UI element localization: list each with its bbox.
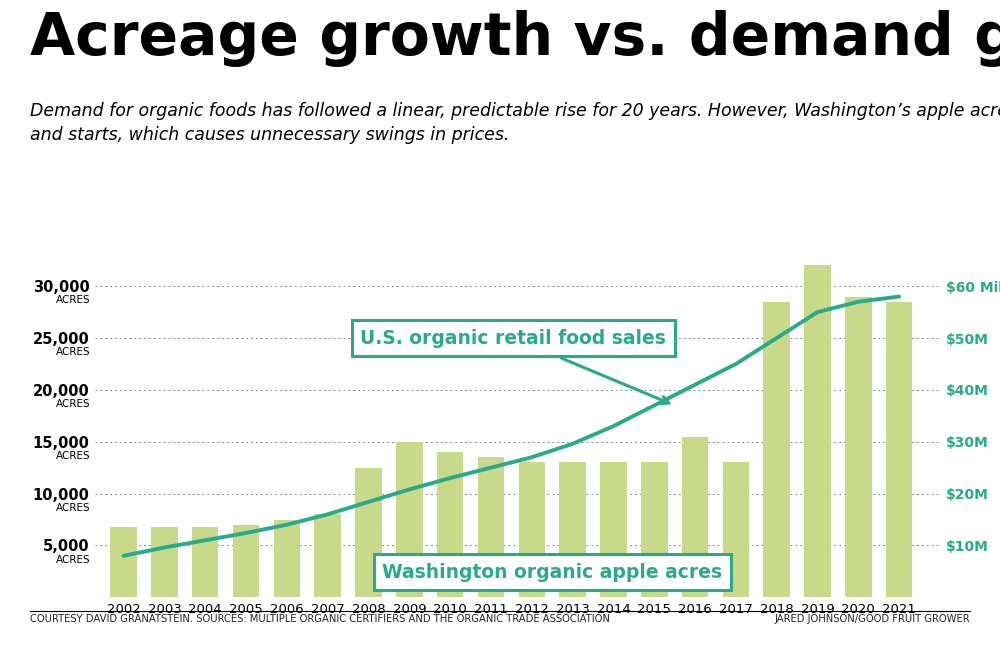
Bar	[886, 302, 912, 597]
Bar	[110, 527, 137, 597]
Text: Acreage growth vs. demand growth: Acreage growth vs. demand growth	[30, 10, 1000, 67]
Text: ACRES: ACRES	[56, 347, 91, 357]
Bar	[600, 463, 627, 597]
Bar	[519, 463, 545, 597]
Text: Demand for organic foods has followed a linear, predictable rise for 20 years. H: Demand for organic foods has followed a …	[30, 102, 1000, 144]
Bar	[723, 463, 749, 597]
Bar	[559, 463, 586, 597]
Text: ACRES: ACRES	[56, 451, 91, 461]
Text: JARED JOHNSON/GOOD FRUIT GROWER: JARED JOHNSON/GOOD FRUIT GROWER	[774, 614, 970, 624]
Bar	[151, 527, 178, 597]
Bar	[437, 452, 463, 597]
Bar	[763, 302, 790, 597]
Bar	[233, 525, 259, 597]
Bar	[845, 296, 872, 597]
Bar	[396, 442, 423, 597]
Text: COURTESY DAVID GRANATSTEIN. SOURCES: MULTIPLE ORGANIC CERTIFIERS AND THE ORGANIC: COURTESY DAVID GRANATSTEIN. SOURCES: MUL…	[30, 614, 610, 624]
Text: ACRES: ACRES	[56, 555, 91, 565]
Bar	[314, 514, 341, 597]
Bar	[355, 468, 382, 597]
Text: ACRES: ACRES	[56, 503, 91, 513]
Bar	[682, 436, 708, 597]
Bar	[641, 463, 668, 597]
Text: ACRES: ACRES	[56, 296, 91, 306]
Bar	[478, 457, 504, 597]
Text: Washington organic apple acres: Washington organic apple acres	[382, 563, 722, 582]
Text: ACRES: ACRES	[56, 399, 91, 409]
Bar	[804, 265, 831, 597]
Text: U.S. organic retail food sales: U.S. organic retail food sales	[360, 329, 669, 404]
Bar	[192, 527, 218, 597]
Bar	[274, 519, 300, 597]
